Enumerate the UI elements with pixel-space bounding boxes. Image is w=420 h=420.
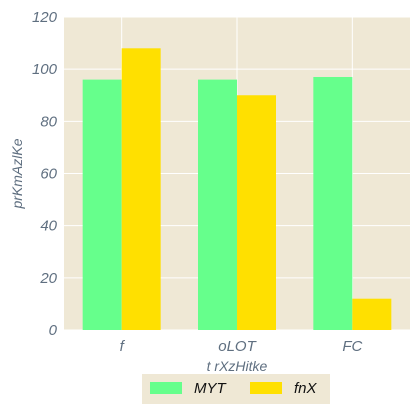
x-axis-ticks: f oLOT FC: [120, 338, 363, 355]
x-tick-label: f: [120, 338, 126, 355]
y-tick-label: 100: [32, 61, 58, 78]
x-axis-title: t rXzHitke: [207, 358, 268, 374]
bar-MYT-FC: [313, 77, 352, 330]
y-tick-label: 60: [40, 166, 57, 183]
y-tick-label: 120: [32, 9, 58, 26]
bar-fnX-FC: [352, 299, 391, 330]
y-tick-label: 0: [49, 322, 58, 339]
x-tick-label: FC: [342, 338, 362, 355]
bar-MYT-oLOT: [198, 80, 237, 330]
legend: MYT fnX: [142, 374, 330, 404]
y-axis-ticks: 0 20 40 60 80 100 120: [32, 9, 58, 339]
legend-label-fnX: fnX: [294, 380, 318, 397]
y-tick-label: 20: [39, 270, 57, 287]
y-tick-label: 80: [40, 113, 57, 130]
bar-fnX-f: [122, 48, 161, 330]
bar-fnX-oLOT: [237, 95, 276, 330]
y-tick-label: 40: [40, 218, 57, 235]
bars: [83, 48, 392, 330]
bar-MYT-f: [83, 80, 122, 330]
legend-swatch-fnX: [250, 382, 282, 394]
x-tick-label: oLOT: [218, 338, 257, 355]
y-axis-title: prKmAzlKe: [9, 138, 25, 209]
legend-label-MYT: MYT: [194, 380, 228, 397]
legend-swatch-MYT: [150, 382, 182, 394]
